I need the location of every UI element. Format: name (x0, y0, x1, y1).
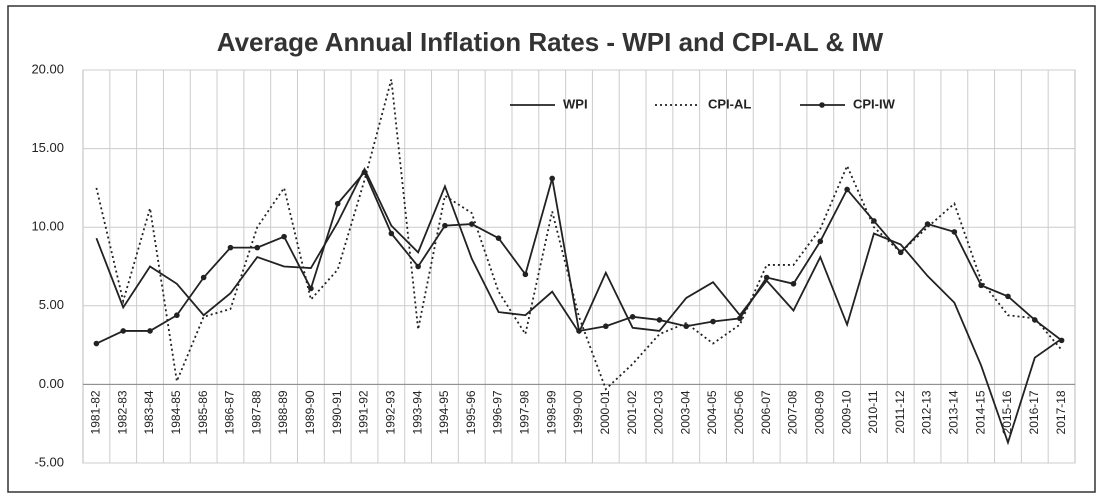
y-tick-label: 10.00 (31, 219, 64, 234)
data-point (1058, 337, 1065, 344)
y-tick-label: -5.00 (34, 454, 64, 469)
data-point (817, 238, 824, 245)
x-tick-label: 2010-11 (866, 390, 880, 433)
x-tick-label: 1996-97 (491, 390, 505, 434)
data-point (93, 340, 100, 347)
x-tick-label: 1994-95 (437, 390, 451, 434)
data-point (308, 285, 314, 292)
x-tick-label: 1987-88 (249, 390, 263, 434)
data-point (951, 229, 958, 235)
x-tick-label: 2001-02 (625, 390, 639, 434)
x-tick-label: 2011-12 (893, 390, 907, 433)
x-tick-label: 1983-84 (142, 390, 156, 434)
x-tick-label: 1984-85 (169, 390, 183, 434)
data-point (576, 328, 582, 334)
data-point (737, 315, 743, 322)
data-point (978, 282, 984, 289)
x-tick-label: 1998-99 (544, 390, 558, 434)
x-tick-label: 2017-18 (1054, 390, 1068, 434)
data-point (924, 221, 931, 227)
legend-label: WPI (563, 96, 588, 111)
x-tick-label: 1997-98 (518, 390, 532, 434)
x-tick-label: 2005-06 (732, 390, 746, 434)
data-point (200, 274, 207, 281)
x-tick-label: 2009-10 (839, 390, 853, 434)
x-tick-label: 1988-89 (276, 390, 290, 434)
x-tick-label: 1992-93 (383, 390, 397, 434)
x-tick-label: 2000-01 (598, 390, 612, 434)
legend-label: CPI-AL (708, 96, 751, 111)
data-point (522, 271, 529, 278)
x-tick-label: 2012-13 (920, 390, 934, 434)
data-point (763, 274, 770, 281)
y-tick-label: 15.00 (31, 140, 64, 155)
x-tick-label: 2006-07 (759, 390, 773, 434)
data-point (710, 318, 716, 325)
x-tick-label: 1999-00 (571, 390, 585, 434)
data-point (495, 235, 502, 242)
x-tick-label: 2013-14 (947, 390, 961, 434)
x-tick-label: 1990-91 (330, 390, 344, 434)
data-point (871, 218, 877, 224)
x-tick-label: 1986-87 (223, 390, 237, 434)
data-point (1031, 317, 1038, 323)
x-tick-label: 2008-09 (812, 390, 826, 434)
x-tick-label: 1985-86 (196, 390, 210, 434)
x-tick-label: 1995-96 (464, 390, 478, 434)
data-point (254, 244, 261, 251)
x-tick-label: 2016-17 (1027, 390, 1041, 434)
x-tick-label: 2007-08 (786, 390, 800, 434)
y-tick-label: 5.00 (39, 297, 64, 312)
data-point (388, 230, 395, 237)
x-tick-label: 2014-15 (973, 390, 987, 434)
data-point (683, 323, 690, 330)
x-tick-label: 2003-04 (678, 390, 692, 434)
x-tick-label: 1991-92 (357, 390, 371, 434)
data-point (790, 280, 797, 287)
x-tick-label: 2004-05 (705, 390, 719, 434)
data-point (174, 312, 180, 319)
data-point (227, 244, 234, 251)
series-line (95, 79, 1063, 391)
x-tick-label: 1981-82 (89, 390, 103, 434)
data-point (334, 200, 341, 207)
legend-label: CPI-IW (853, 96, 896, 111)
data-point (415, 263, 421, 270)
x-tick-label: 1993-94 (410, 390, 424, 434)
data-point (361, 169, 368, 175)
data-point (844, 186, 850, 193)
x-tick-label: 1982-83 (115, 390, 129, 434)
y-tick-label: 0.00 (39, 376, 64, 391)
data-point (120, 328, 127, 334)
data-point (549, 175, 555, 182)
x-tick-label: 2015-16 (1000, 390, 1014, 434)
x-tick-label: 2002-03 (652, 390, 666, 434)
data-point (468, 221, 475, 227)
data-point (629, 314, 636, 320)
data-point (656, 317, 663, 323)
data-point (897, 249, 904, 256)
y-tick-label: 20.00 (31, 61, 64, 76)
chart-title: Average Annual Inflation Rates - WPI and… (217, 27, 884, 57)
data-point (442, 222, 448, 229)
data-point (1005, 293, 1011, 300)
legend-marker (819, 102, 825, 108)
data-point (281, 233, 287, 240)
x-tick-label: 1989-90 (303, 390, 317, 434)
data-point (147, 328, 153, 334)
data-point (603, 323, 609, 330)
